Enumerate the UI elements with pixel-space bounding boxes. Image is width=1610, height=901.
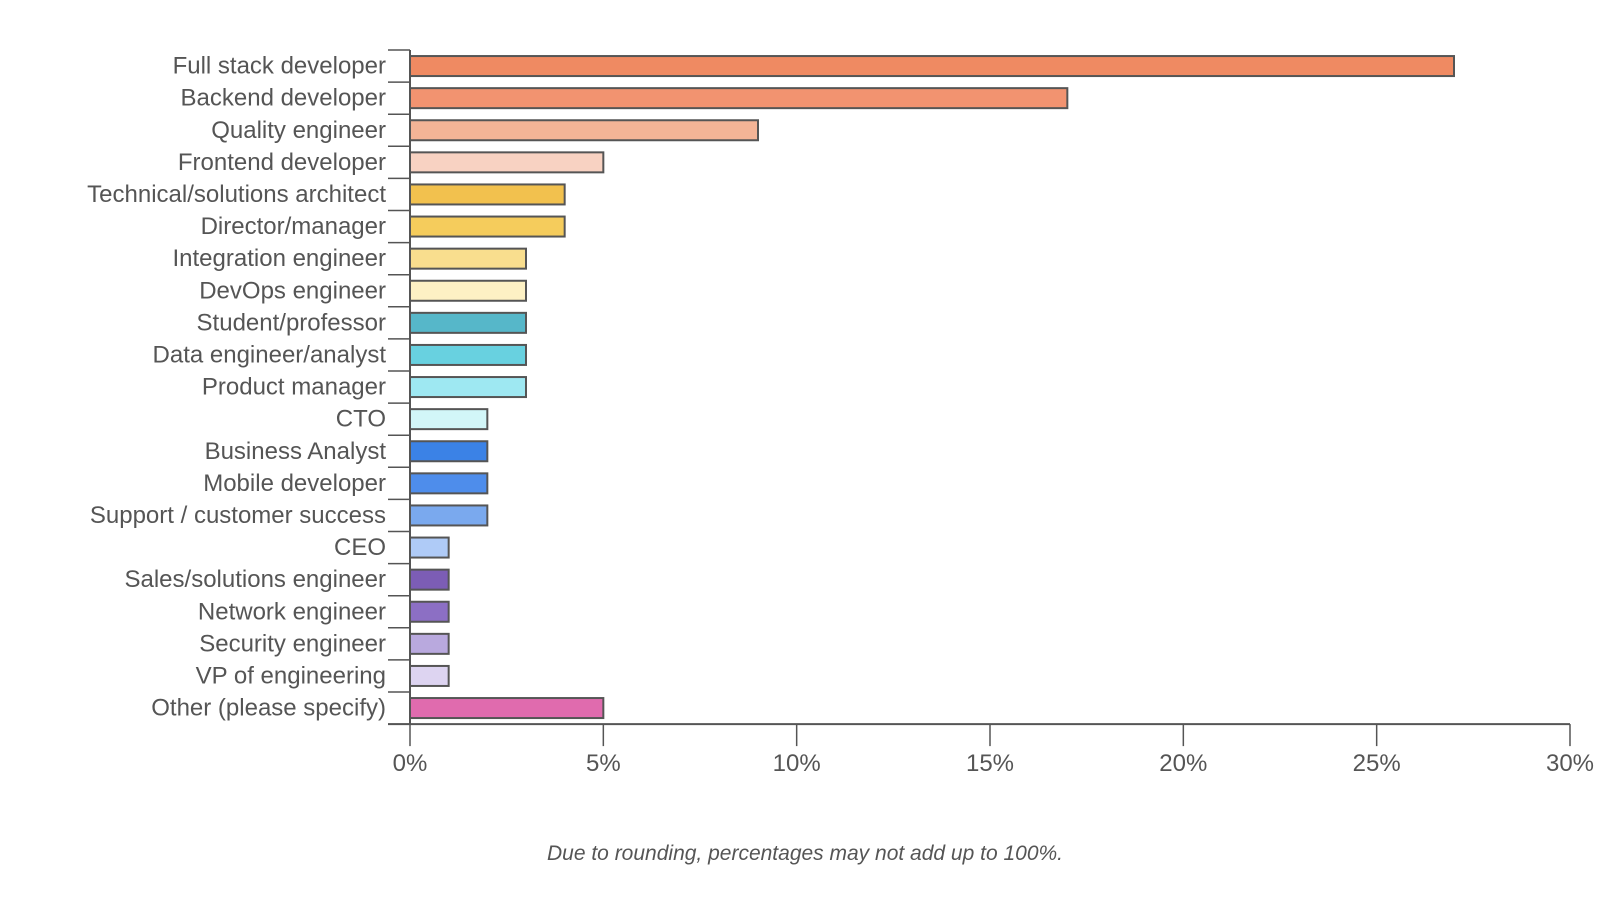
x-tick-label: 10% xyxy=(773,750,821,777)
bar xyxy=(409,376,527,399)
bar xyxy=(409,408,489,431)
bar xyxy=(409,151,605,174)
x-tick-label: 0% xyxy=(393,750,428,777)
category-label: Integration engineer xyxy=(173,245,387,272)
category-label: CTO xyxy=(336,406,386,433)
x-tick-label: 5% xyxy=(586,750,621,777)
category-label: Quality engineer xyxy=(211,117,386,144)
x-tick-label: 25% xyxy=(1353,750,1401,777)
category-label: Security engineer xyxy=(199,630,386,657)
category-label: CEO xyxy=(334,534,386,561)
bar xyxy=(409,472,489,495)
category-label: Support / customer success xyxy=(90,502,386,529)
category-label: Backend developer xyxy=(181,85,386,112)
x-tick-label: 20% xyxy=(1159,750,1207,777)
x-tick-label: 30% xyxy=(1546,750,1594,777)
bar xyxy=(409,568,450,591)
category-label: Product manager xyxy=(202,374,386,401)
category-label: Network engineer xyxy=(198,598,386,625)
category-label: VP of engineering xyxy=(196,662,386,689)
category-label: Data engineer/analyst xyxy=(153,341,387,368)
x-tick-label: 15% xyxy=(966,750,1014,777)
bar xyxy=(409,504,489,527)
category-label: Director/manager xyxy=(201,213,386,240)
category-label: Full stack developer xyxy=(173,53,386,80)
bar xyxy=(409,87,1069,110)
category-label: Student/professor xyxy=(197,309,386,336)
bar xyxy=(409,343,527,366)
category-label: Technical/solutions architect xyxy=(87,181,386,208)
bar xyxy=(409,311,527,334)
bar xyxy=(409,183,566,206)
bar xyxy=(409,632,450,655)
bar xyxy=(409,215,566,238)
category-label: DevOps engineer xyxy=(199,277,386,304)
category-label: Business Analyst xyxy=(205,438,387,465)
bar xyxy=(409,697,605,720)
bar xyxy=(409,536,450,559)
footnote: Due to rounding, percentages may not add… xyxy=(546,842,1064,865)
category-label: Other (please specify) xyxy=(151,695,386,722)
bar xyxy=(409,279,527,302)
bar xyxy=(409,664,450,687)
category-label: Sales/solutions engineer xyxy=(124,566,386,593)
bar xyxy=(409,440,489,463)
category-label: Mobile developer xyxy=(203,470,386,497)
bar xyxy=(409,247,527,270)
bar xyxy=(409,600,450,623)
bar xyxy=(409,55,1455,78)
bar xyxy=(409,119,759,142)
category-label: Frontend developer xyxy=(178,149,386,176)
